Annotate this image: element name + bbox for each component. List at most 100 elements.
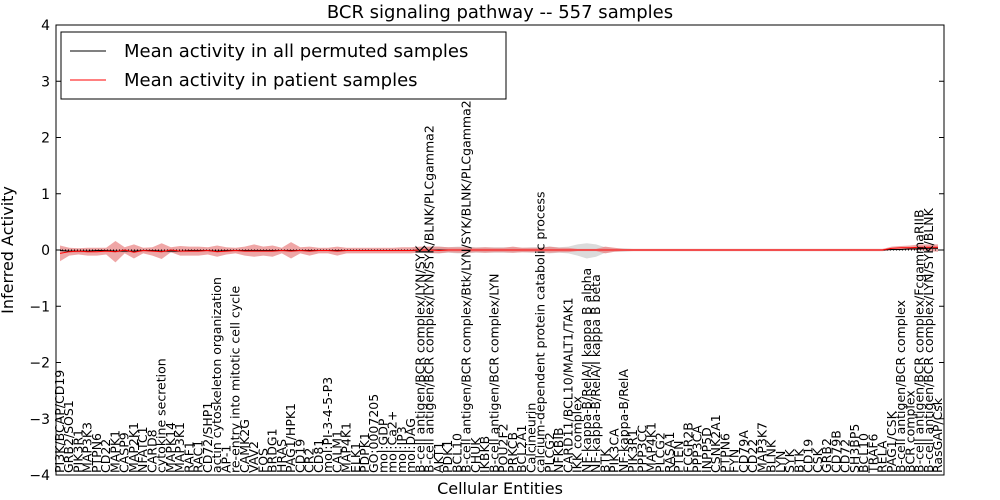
entity-label: BTK: [597, 448, 612, 473]
entity-label: VAV2: [246, 441, 261, 473]
entity-label: CARD11/BCL10/MALT1/TAK1: [560, 297, 575, 473]
entity-label: FYN: [727, 449, 742, 473]
entity-label: CARD8: [144, 429, 159, 473]
y-tick-label: −3: [29, 412, 50, 428]
y-tick-label: 3: [41, 74, 50, 90]
legend-label-permuted: Mean activity in all permuted samples: [124, 41, 468, 62]
entity-label: B-cell antigen/BCR complex/LYN/SYK/BLNK: [921, 207, 936, 473]
entity-label: GRB2/SOS1: [61, 400, 76, 473]
entity-label: mol:IP3: [394, 426, 409, 473]
entity-label: Calcineurin: [523, 403, 538, 473]
entity-labels: PI3K/BCAP/CD19GRB2/SOS1PIK3R1MAP3K3PTPN6…: [52, 100, 945, 474]
y-tick-label: −4: [29, 468, 50, 484]
entity-label: mol:Ca2+: [385, 411, 400, 473]
entity-label: CSNK2A1: [708, 414, 723, 473]
entity-label: NF-kappa-B/RelA/I kappa B beta: [588, 274, 603, 473]
entity-label: PPP3CC: [634, 425, 649, 473]
entity-label: MAP4K1: [339, 422, 354, 473]
entity-label: AP-1: [218, 445, 233, 473]
entity-label: SH3BP5: [847, 424, 862, 473]
entity-label: PRKCB: [505, 432, 520, 473]
entity-label: B-cell antigen/BCR complex/LYN: [486, 274, 501, 474]
entity-label: TRAF6: [865, 433, 880, 474]
entity-label: PIK3R1: [625, 429, 640, 473]
entity-label: HRAS: [274, 439, 289, 473]
y-axis-label: Inferred Activity: [0, 186, 17, 314]
entity-label: PTEN: [671, 441, 686, 473]
entity-label: cytokine secretion: [154, 358, 169, 473]
entity-label: B-cell antigen/BCR complex: [893, 300, 908, 473]
entity-label: IKK complex: [570, 396, 585, 473]
entity-label: PLCG2: [653, 432, 668, 473]
entity-label: MAP2K1: [126, 422, 141, 473]
entity-label: B-cell antigen/BCR complex/Btk/LYN/SYK/B…: [459, 100, 474, 473]
entity-label: NFATC1: [135, 426, 150, 473]
entity-label: BCL10: [856, 433, 871, 473]
band-patient: [60, 241, 938, 263]
entity-label: PAG1/CSK: [884, 410, 899, 473]
entity-label: MAP3K1: [172, 422, 187, 473]
entity-label: PPP3CA: [690, 425, 705, 473]
entity-label: CHUK: [468, 437, 483, 473]
entity-label: MAP4K1: [643, 422, 658, 473]
entity-label: ELK1: [348, 442, 363, 473]
x-axis-label: Cellular Entities: [437, 479, 563, 498]
entity-label: NF-kappa-B/RelA: [616, 369, 631, 473]
entity-label: RAC1: [191, 440, 206, 473]
entity-label: POU2F2: [496, 423, 511, 473]
y-tick-label: 2: [41, 131, 50, 147]
entity-label: MAPK1: [107, 430, 122, 473]
entity-label: mol:GDP: [375, 418, 390, 473]
entity-label: NF-kappa-B/RelA/I kappa B alpha: [579, 268, 594, 473]
entity-label: B-cell antigen/BCR complex/LYN/SYK/BLNK/…: [422, 125, 437, 473]
entity-label: BRDG1: [265, 428, 280, 473]
entity-label: MAP3K3: [80, 422, 95, 473]
line-patient: [59, 246, 938, 254]
legend-box: [60, 31, 507, 100]
entity-label: IKBKB: [477, 436, 492, 473]
y-axis-ticks: 4 3 2 1 0 −1 −2 −3 −4: [29, 18, 944, 484]
entity-label: CD19: [801, 439, 816, 473]
entity-label: CR2: [302, 448, 317, 473]
entity-label: mol:DAG: [403, 418, 418, 473]
entity-label: CAMK2G: [237, 419, 252, 473]
entity-label: BCL2A1: [514, 424, 529, 473]
entity-label: PTPN6: [89, 433, 104, 473]
entity-label: MAPK14: [163, 422, 178, 473]
entity-label: CD72/SHP1: [200, 402, 215, 473]
entity-label: CD79A: [736, 430, 751, 473]
entity-label: B-cell antigen/BCR complex/FcgammaRIIB: [912, 209, 927, 473]
entity-label: CD22: [98, 439, 113, 473]
entity-label: SYK: [782, 448, 797, 473]
y-tick-label: 1: [41, 187, 50, 203]
entity-label: MAP3K7: [754, 422, 769, 473]
entity-label: re-entry into mitotic cell cycle: [228, 285, 243, 473]
entity-label: BCL10: [449, 433, 464, 473]
entity-label: CSK: [810, 447, 825, 473]
entity-label: calcium-dependent protein catabolic proc…: [533, 192, 548, 473]
entity-label: GO:0007205: [366, 394, 381, 473]
series-lines: [59, 246, 938, 254]
entity-label: RAF1: [181, 441, 196, 473]
entity-label: INPP5D: [699, 427, 714, 473]
confidence-bands: [60, 241, 938, 263]
entity-label: BLNK: [764, 439, 779, 473]
entity-label: PDPK1: [357, 432, 372, 473]
y-tick-label: 4: [41, 18, 50, 34]
entity-label: AKT1: [431, 442, 446, 473]
entity-label: PDK1: [440, 440, 455, 473]
entity-label: CD72: [838, 439, 853, 473]
plot-area: [56, 241, 944, 263]
entity-label: RasGAP/Csk: [930, 397, 945, 473]
entity-label: B-cell antigen/BCR complex/LYN/SYK: [412, 245, 427, 473]
y-tick-label: 0: [41, 243, 50, 259]
entity-label: actin cytoskeleton organization: [209, 277, 224, 473]
entity-label: NFKBIB: [551, 427, 566, 473]
entity-label: LYN: [773, 451, 788, 473]
entity-label: PAG1/HPK1: [283, 403, 298, 473]
legend-label-patient: Mean activity in patient samples: [124, 70, 418, 91]
entity-label: CD79B: [828, 430, 843, 473]
entity-label: PTPN6: [717, 433, 732, 473]
entity-label: RELA: [875, 440, 890, 473]
